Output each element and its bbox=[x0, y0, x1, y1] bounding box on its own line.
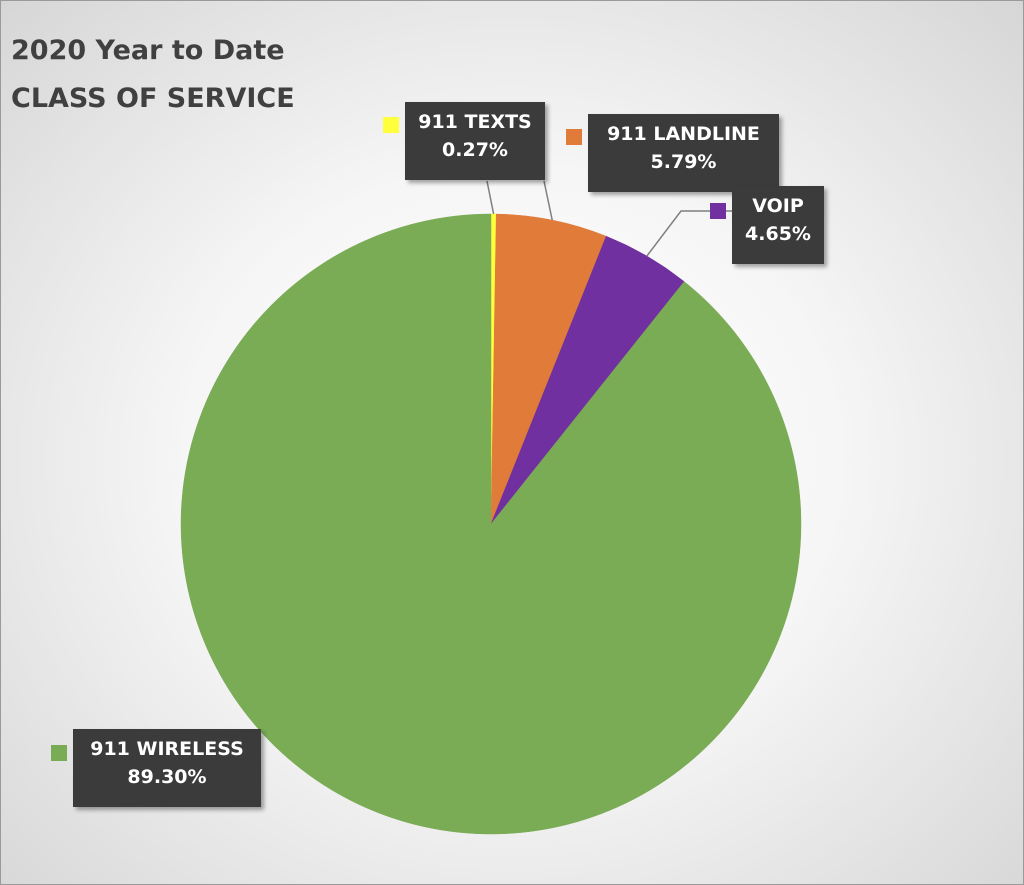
legend-swatch-voip bbox=[710, 203, 726, 219]
data-label-name: 911 TEXTS bbox=[418, 111, 532, 133]
chart-title-line-1: 2020 Year to Date bbox=[11, 35, 285, 66]
data-label-name: 911 WIRELESS bbox=[90, 738, 244, 760]
legend-swatch-911-wireless bbox=[51, 745, 67, 761]
chart-title-line-2: CLASS OF SERVICE bbox=[11, 83, 295, 114]
data-label-name: VOIP bbox=[752, 195, 804, 217]
data-label-911-texts: 911 TEXTS 0.27% bbox=[383, 102, 545, 180]
legend-swatch-911-texts bbox=[383, 117, 399, 133]
data-label-voip: VOIP 4.65% bbox=[710, 186, 824, 264]
chart-title: 2020 Year to Date CLASS OF SERVICE bbox=[11, 27, 295, 123]
leader-line-911-landline bbox=[543, 180, 553, 221]
data-label-value: 5.79% bbox=[650, 151, 717, 173]
legend-swatch-911-landline bbox=[566, 129, 582, 145]
data-label-value: 4.65% bbox=[745, 223, 811, 245]
data-label-911-landline: 911 LANDLINE 5.79% bbox=[566, 114, 779, 192]
data-label-value: 0.27% bbox=[442, 139, 508, 161]
data-label-value: 89.30% bbox=[127, 766, 207, 788]
pie-slice-911-wireless bbox=[180, 213, 802, 835]
data-label-911-wireless: 911 WIRELESS 89.30% bbox=[51, 729, 261, 807]
leader-line-911-texts bbox=[486, 180, 495, 215]
data-label-name: 911 LANDLINE bbox=[607, 123, 760, 145]
